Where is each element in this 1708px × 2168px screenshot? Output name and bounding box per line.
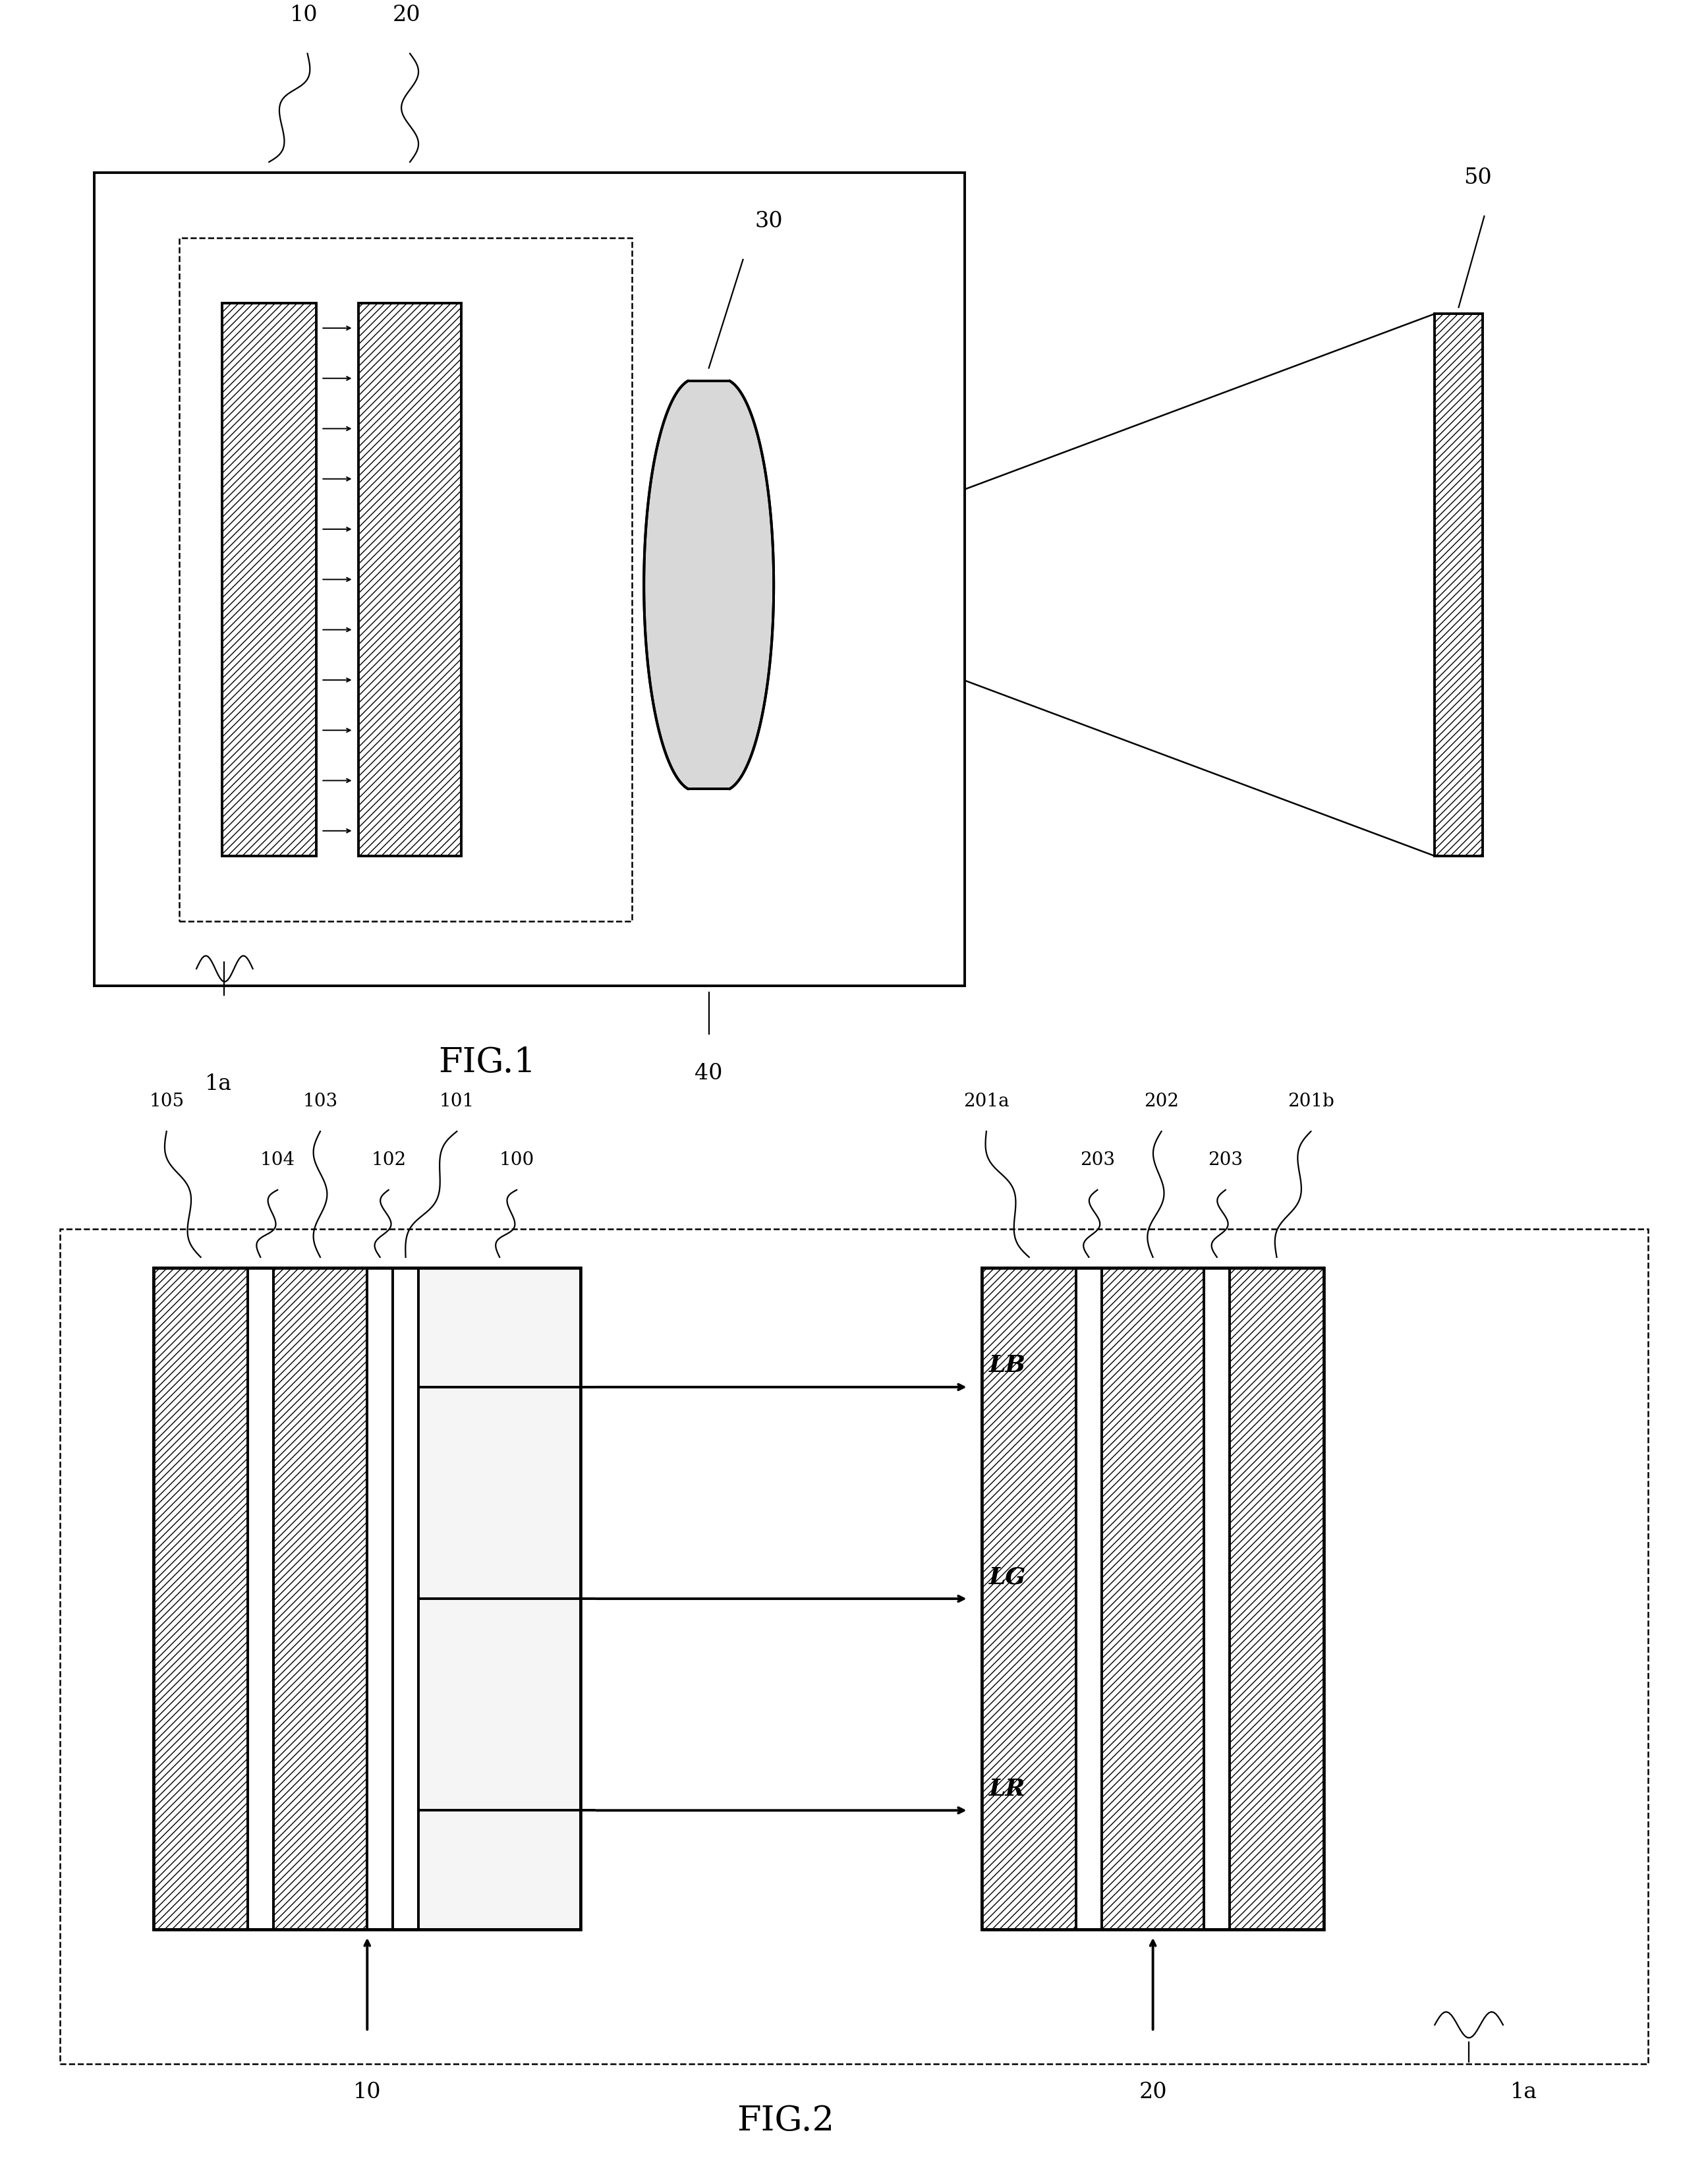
Bar	[982, 1268, 1324, 1930]
Bar	[248, 1268, 273, 1930]
Bar	[367, 1268, 393, 1930]
Text: 50: 50	[1464, 167, 1491, 189]
Text: 1a: 1a	[205, 1073, 232, 1095]
Text: 104: 104	[260, 1151, 295, 1169]
Bar	[1076, 1268, 1102, 1930]
Text: 100: 100	[499, 1151, 535, 1169]
Bar	[179, 238, 632, 921]
Bar	[222, 304, 316, 856]
Text: 103: 103	[302, 1093, 338, 1110]
Bar	[359, 304, 461, 856]
Polygon shape	[644, 382, 774, 789]
Text: 201b: 201b	[1288, 1093, 1334, 1110]
Text: 20: 20	[393, 4, 420, 26]
Bar	[1435, 314, 1483, 856]
Text: LB: LB	[989, 1355, 1027, 1377]
Text: 203: 203	[1208, 1151, 1243, 1169]
Bar	[273, 1268, 367, 1930]
Text: 102: 102	[371, 1151, 407, 1169]
Text: 10: 10	[354, 2081, 381, 2103]
Bar	[94, 173, 965, 986]
Text: LR: LR	[989, 1778, 1025, 1799]
Bar	[982, 1268, 1076, 1930]
Bar	[60, 1229, 1648, 2064]
Text: 203: 203	[1079, 1151, 1115, 1169]
Text: 20: 20	[1139, 2081, 1167, 2103]
Text: FIG.1: FIG.1	[437, 1045, 536, 1080]
Text: 1a: 1a	[1510, 2081, 1537, 2103]
Text: 10: 10	[290, 4, 318, 26]
Text: 30: 30	[755, 210, 782, 232]
Bar	[154, 1268, 248, 1930]
Bar	[418, 1268, 581, 1930]
Text: LG: LG	[989, 1565, 1027, 1587]
Bar	[154, 1268, 581, 1930]
Bar	[1204, 1268, 1230, 1930]
Text: 40: 40	[695, 1062, 722, 1084]
Text: 101: 101	[439, 1093, 475, 1110]
Text: 202: 202	[1144, 1093, 1179, 1110]
Text: FIG.2: FIG.2	[736, 2103, 835, 2138]
Text: 105: 105	[149, 1093, 184, 1110]
Bar	[393, 1268, 418, 1930]
Text: 201a: 201a	[963, 1093, 1009, 1110]
Bar	[1230, 1268, 1324, 1930]
Bar	[1102, 1268, 1204, 1930]
